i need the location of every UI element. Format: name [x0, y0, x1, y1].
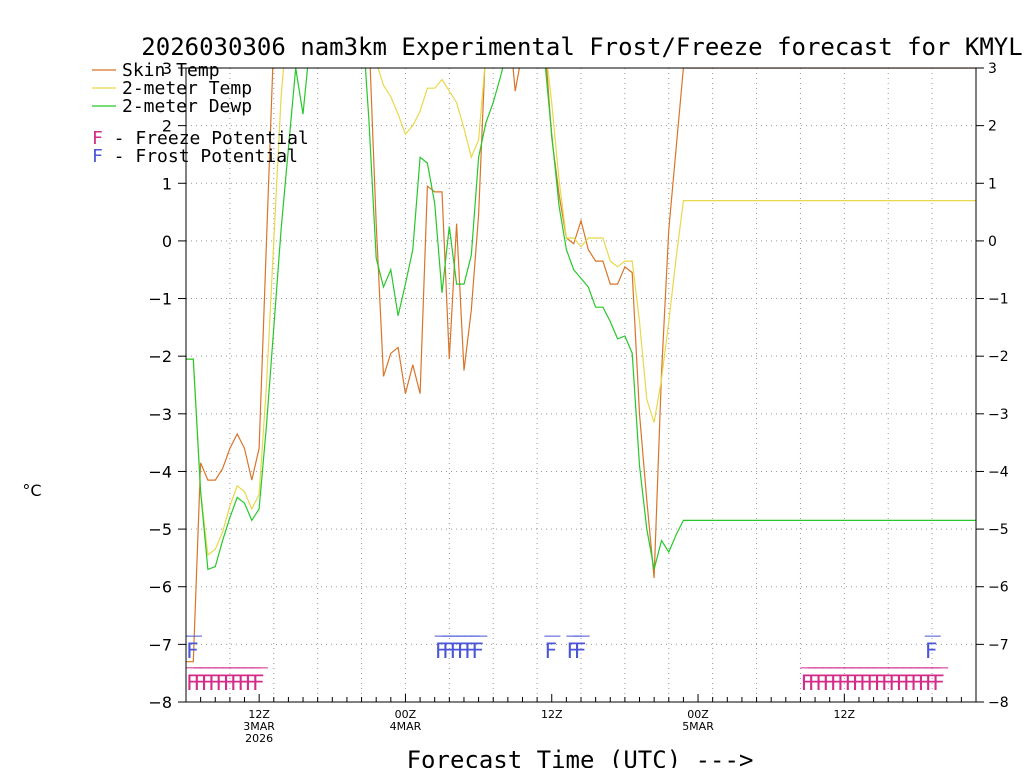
- freeze-flag: F: [903, 671, 916, 695]
- x-tick-label: 00Z: [687, 708, 709, 721]
- x-tick-label: 3MAR: [243, 720, 275, 733]
- freeze-flag: F: [215, 671, 228, 695]
- series-line-skin-temp: [186, 68, 976, 663]
- series-line-2-meter-dewp: [186, 68, 976, 571]
- y-right-tick-label: −8: [988, 695, 1009, 711]
- y-right-tick-label: 1: [988, 176, 997, 192]
- y-tick-label: −8: [148, 693, 172, 712]
- y-right-tick-label: −1: [988, 292, 1009, 308]
- x-tick-label: 00Z: [395, 708, 417, 721]
- freeze-flag: F: [925, 671, 938, 695]
- y-tick-label: −3: [148, 405, 172, 424]
- y-tick-label: 1: [162, 174, 172, 193]
- freeze-flag: F: [822, 671, 835, 695]
- freeze-flag: F: [208, 671, 221, 695]
- y-right-tick-label: −3: [988, 407, 1009, 423]
- freeze-flag: F: [888, 671, 901, 695]
- y-tick-label: 3: [162, 59, 172, 78]
- freeze-flag: F: [252, 671, 265, 695]
- frost-flag: F: [449, 639, 462, 663]
- freeze-flag: F: [245, 671, 258, 695]
- frost-flag: F: [471, 639, 484, 663]
- freeze-flag: F: [881, 671, 894, 695]
- frost-flag: F: [442, 639, 455, 663]
- potential-legend-item: F - Freeze Potential: [92, 128, 309, 149]
- y-tick-label: −4: [148, 462, 172, 481]
- series-line-2-meter-temp: [186, 68, 976, 557]
- y-right-tick-label: −2: [988, 349, 1009, 365]
- frost-flag: F: [186, 639, 199, 663]
- x-tick-label: 4MAR: [390, 720, 422, 733]
- y-tick-label: 2: [162, 117, 172, 136]
- y-right-tick-label: −7: [988, 637, 1009, 653]
- freeze-flag: F: [230, 671, 243, 695]
- potential-legend-item: F - Frost Potential: [92, 146, 298, 167]
- freeze-flag: F: [917, 671, 930, 695]
- frost-flag: F: [925, 639, 938, 663]
- frost-flag: F: [464, 639, 477, 663]
- y-tick-label: −6: [148, 578, 172, 597]
- freeze-flag: F: [186, 671, 199, 695]
- freeze-flag: F: [800, 671, 813, 695]
- frost-flag: F: [435, 639, 448, 663]
- freeze-flag: F: [852, 671, 865, 695]
- x-tick-label: 5MAR: [682, 720, 714, 733]
- freeze-flag: F: [844, 671, 857, 695]
- series-lines: [186, 68, 976, 663]
- freeze-flag: F: [815, 671, 828, 695]
- y-axis-label: °C: [22, 481, 41, 500]
- x-tick-label: 12Z: [248, 708, 270, 721]
- axes: −8 −7 −6 −5 −4 −3 −2 −1 0 1 2 3 −8 −7 −6 −5 −4 −3 −2 −1 0 1 2 3…: [148, 59, 1008, 745]
- y-tick-label: −1: [148, 290, 172, 309]
- freeze-flag: F: [223, 671, 236, 695]
- chart-title: 2026030306 nam3km Experimental Frost/Fre…: [141, 33, 1022, 61]
- freeze-flag: F: [874, 671, 887, 695]
- grid: [186, 68, 976, 702]
- y-tick-label: −7: [148, 635, 172, 654]
- freeze-flag: F: [830, 671, 843, 695]
- freeze-flag: F: [193, 671, 206, 695]
- y-right-tick-label: 0: [988, 234, 997, 250]
- y-right-tick-label: 2: [988, 119, 997, 135]
- freeze-flag: F: [859, 671, 872, 695]
- x-tick-label: 12Z: [541, 708, 563, 721]
- x-tick-label: 2026: [245, 732, 273, 745]
- legend-label: Skin Temp: [122, 60, 220, 81]
- freeze-flag: F: [237, 671, 250, 695]
- y-tick-label: 0: [162, 232, 172, 251]
- y-right-tick-label: −6: [988, 580, 1009, 596]
- y-right-tick-label: 3: [988, 61, 997, 77]
- frost-flag: F: [544, 639, 557, 663]
- frost-flag: F: [574, 639, 587, 663]
- freeze-flag: F: [932, 671, 945, 695]
- legend-label: 2-meter Temp: [122, 78, 252, 99]
- y-right-tick-label: −4: [988, 464, 1009, 480]
- freeze-flag: F: [866, 671, 879, 695]
- legend-label: 2-meter Dewp: [122, 96, 252, 117]
- freeze-flag: F: [808, 671, 821, 695]
- freeze-flag: F: [896, 671, 909, 695]
- frost-flag: F: [566, 639, 579, 663]
- x-tick-label: 12Z: [834, 708, 856, 721]
- freeze-flag: F: [201, 671, 214, 695]
- x-axis-label: Forecast Time (UTC) --->: [407, 746, 754, 768]
- y-right-tick-label: −5: [988, 522, 1009, 538]
- frost-flag: F: [457, 639, 470, 663]
- y-tick-label: −2: [148, 347, 172, 366]
- freeze-flag: F: [837, 671, 850, 695]
- y-tick-label: −5: [148, 520, 172, 539]
- freeze-flag: F: [910, 671, 923, 695]
